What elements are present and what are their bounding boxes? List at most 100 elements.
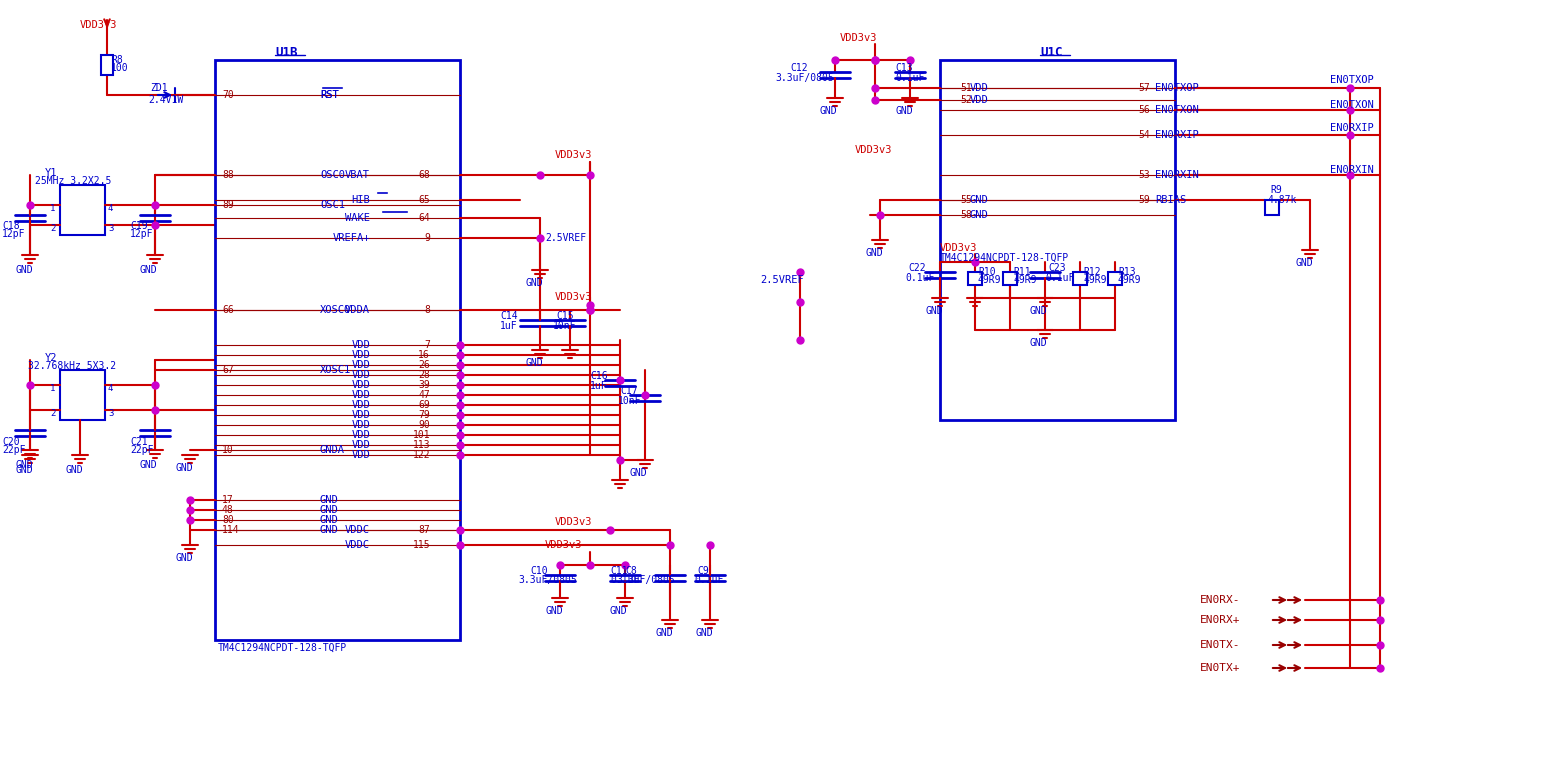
Text: EN0RXIP: EN0RXIP [1330,123,1373,133]
Text: 49R9: 49R9 [1118,275,1141,285]
Text: VDD: VDD [971,83,989,93]
Text: C16: C16 [590,371,608,381]
Text: R12: R12 [1084,267,1101,277]
Text: GND: GND [139,265,158,275]
Text: 49R9: 49R9 [978,275,1002,285]
Text: 3.3uF/0805: 3.3uF/0805 [616,575,675,585]
Text: 2.5VREF: 2.5VREF [545,233,587,243]
Text: 2: 2 [50,223,56,233]
Text: VDD: VDD [351,420,370,430]
Text: VDD3v3: VDD3v3 [841,33,878,43]
Text: EN0RXIN: EN0RXIN [1155,170,1198,180]
Text: C22: C22 [909,263,926,273]
Text: 47: 47 [418,390,430,400]
Text: 10: 10 [221,445,234,455]
Text: 8: 8 [424,305,430,315]
Bar [101,55,113,75]
Text: 66: 66 [221,305,234,315]
Bar [60,185,105,235]
Text: 79: 79 [418,410,430,420]
Text: HIB: HIB [351,195,370,205]
Text: VDD: VDD [351,410,370,420]
Text: 51: 51 [960,83,972,93]
Text: 10nF: 10nF [553,321,576,331]
Text: 22pF: 22pF [130,445,153,455]
Text: 39: 39 [418,380,430,390]
Text: 32.768kHz 5X3.2: 32.768kHz 5X3.2 [28,361,116,371]
Text: 55: 55 [960,195,972,205]
Text: 2.4V1W: 2.4V1W [149,95,183,105]
Text: VDD: VDD [971,95,989,105]
Text: XOSC1: XOSC1 [320,365,351,375]
Text: 113: 113 [412,440,430,450]
Text: RST: RST [320,90,339,100]
Text: VDD: VDD [351,370,370,380]
Text: 52: 52 [960,95,972,105]
Text: VDD3v3: VDD3v3 [854,145,893,155]
Text: 0.1uF: 0.1uF [694,575,723,585]
Text: 100: 100 [111,63,128,73]
Text: VDD3v3: VDD3v3 [545,540,582,550]
Text: TM4C1294NCPDT-128-TQFP: TM4C1294NCPDT-128-TQFP [218,643,347,653]
Text: GND: GND [630,468,647,478]
Text: VDD: VDD [351,430,370,440]
Text: 3: 3 [108,223,113,233]
Text: 0.1uF: 0.1uF [1045,273,1074,283]
Text: C19: C19 [130,221,147,231]
Text: 115: 115 [412,540,430,550]
Text: 90: 90 [418,420,430,430]
Text: R8: R8 [111,55,122,65]
Text: 69: 69 [418,400,430,410]
Text: GND: GND [139,460,158,470]
Text: 122: 122 [412,450,430,460]
Text: TM4C1294NCPDT-128-TQFP: TM4C1294NCPDT-128-TQFP [940,253,1070,263]
Text: VBAT: VBAT [345,170,370,180]
Text: 25MHz 3.2X2.5: 25MHz 3.2X2.5 [36,176,111,186]
Text: 67: 67 [221,365,234,375]
Text: C15: C15 [556,311,574,321]
Text: 80: 80 [221,515,234,525]
Text: GND: GND [971,195,989,205]
Text: GNDA: GNDA [320,445,345,455]
Bar [1003,272,1017,285]
Text: 101: 101 [412,430,430,440]
Text: GND: GND [65,465,82,475]
Text: 3: 3 [108,408,113,418]
Text: 26: 26 [418,360,430,370]
Text: C13: C13 [895,63,913,73]
Text: GND: GND [15,460,33,470]
Text: VDD: VDD [351,400,370,410]
Text: 9: 9 [424,233,430,243]
Bar [215,60,460,640]
Bar [968,272,981,285]
Text: GND: GND [610,606,627,616]
Text: VDD: VDD [351,390,370,400]
Text: OSC1: OSC1 [320,200,345,210]
Text: 89: 89 [221,200,234,210]
Text: 4.87k: 4.87k [1268,195,1297,205]
Text: EN0TX+: EN0TX+ [1200,663,1240,673]
Text: 28: 28 [418,370,430,380]
Text: GND: GND [1029,338,1048,348]
Text: C21: C21 [130,437,147,447]
Text: C20: C20 [2,437,20,447]
Bar [1108,272,1122,285]
Text: VDD3v3: VDD3v3 [80,20,118,30]
Text: 59: 59 [1138,195,1150,205]
Text: GND: GND [1029,306,1048,316]
Text: 64: 64 [418,213,430,223]
Text: 114: 114 [221,525,240,535]
Text: VDD3v3: VDD3v3 [556,292,593,302]
Text: R9: R9 [1269,185,1282,195]
Text: 58: 58 [960,210,972,220]
Text: Y1: Y1 [45,168,57,178]
Bar [1073,272,1087,285]
Text: 49R9: 49R9 [1012,275,1037,285]
Text: 49R9: 49R9 [1084,275,1107,285]
Text: 56: 56 [1138,105,1150,115]
Text: WAKE: WAKE [345,213,370,223]
Text: 48: 48 [221,505,234,515]
Text: 1: 1 [50,383,56,393]
Text: RBIAS: RBIAS [1155,195,1186,205]
Text: ZD1: ZD1 [150,83,167,93]
